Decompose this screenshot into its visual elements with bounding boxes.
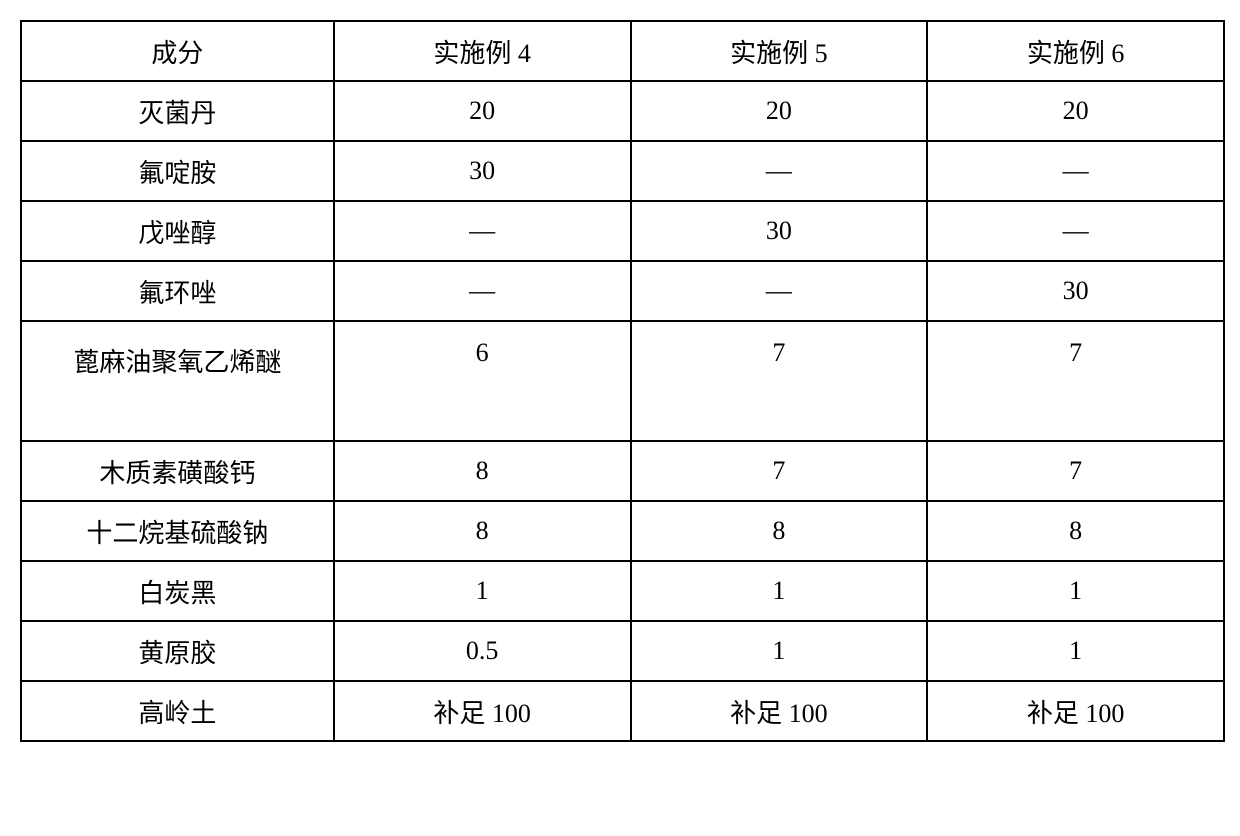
ingredient-name: 蓖麻油聚氧乙烯醚 [21, 321, 334, 441]
table-row: 高岭土 补足 100 补足 100 补足 100 [21, 681, 1224, 741]
cell-value: 1 [334, 561, 631, 621]
table-row: 氟环唑 — — 30 [21, 261, 1224, 321]
ingredient-name: 高岭土 [21, 681, 334, 741]
ingredient-name: 灭菌丹 [21, 81, 334, 141]
ingredient-name: 十二烷基硫酸钠 [21, 501, 334, 561]
cell-value: 0.5 [334, 621, 631, 681]
cell-value: — [334, 201, 631, 261]
cell-value: 8 [631, 501, 928, 561]
cell-value: — [631, 141, 928, 201]
table-row: 白炭黑 1 1 1 [21, 561, 1224, 621]
ingredient-name: 戊唑醇 [21, 201, 334, 261]
cell-value: 7 [631, 321, 928, 441]
table-row: 灭菌丹 20 20 20 [21, 81, 1224, 141]
table-row: 氟啶胺 30 — — [21, 141, 1224, 201]
cell-value: 7 [927, 321, 1224, 441]
ingredient-name: 木质素磺酸钙 [21, 441, 334, 501]
table-row: 木质素磺酸钙 8 7 7 [21, 441, 1224, 501]
cell-value: — [927, 141, 1224, 201]
table-row: 黄原胶 0.5 1 1 [21, 621, 1224, 681]
ingredient-name: 氟啶胺 [21, 141, 334, 201]
ingredient-name: 白炭黑 [21, 561, 334, 621]
table-row: 戊唑醇 — 30 — [21, 201, 1224, 261]
col-header-example-6: 实施例 6 [927, 21, 1224, 81]
formulation-table: 成分 实施例 4 实施例 5 实施例 6 灭菌丹 20 20 20 氟啶胺 30… [20, 20, 1225, 742]
cell-value: 30 [631, 201, 928, 261]
cell-value: — [631, 261, 928, 321]
cell-value: 8 [927, 501, 1224, 561]
cell-value: 20 [927, 81, 1224, 141]
cell-value: 补足 100 [927, 681, 1224, 741]
cell-value: 1 [631, 621, 928, 681]
cell-value: 补足 100 [334, 681, 631, 741]
formulation-table-container: 成分 实施例 4 实施例 5 实施例 6 灭菌丹 20 20 20 氟啶胺 30… [20, 20, 1225, 742]
cell-value: — [334, 261, 631, 321]
ingredient-name: 黄原胶 [21, 621, 334, 681]
col-header-example-5: 实施例 5 [631, 21, 928, 81]
cell-value: 6 [334, 321, 631, 441]
cell-value: 1 [927, 561, 1224, 621]
cell-value: 30 [334, 141, 631, 201]
table-row: 十二烷基硫酸钠 8 8 8 [21, 501, 1224, 561]
cell-value: 1 [631, 561, 928, 621]
table-header-row: 成分 实施例 4 实施例 5 实施例 6 [21, 21, 1224, 81]
cell-value: 1 [927, 621, 1224, 681]
ingredient-name: 氟环唑 [21, 261, 334, 321]
cell-value: 30 [927, 261, 1224, 321]
cell-value: 8 [334, 501, 631, 561]
cell-value: 20 [631, 81, 928, 141]
table-row: 蓖麻油聚氧乙烯醚 6 7 7 [21, 321, 1224, 441]
cell-value: — [927, 201, 1224, 261]
cell-value: 20 [334, 81, 631, 141]
col-header-example-4: 实施例 4 [334, 21, 631, 81]
cell-value: 7 [927, 441, 1224, 501]
col-header-ingredient: 成分 [21, 21, 334, 81]
cell-value: 8 [334, 441, 631, 501]
cell-value: 补足 100 [631, 681, 928, 741]
cell-value: 7 [631, 441, 928, 501]
